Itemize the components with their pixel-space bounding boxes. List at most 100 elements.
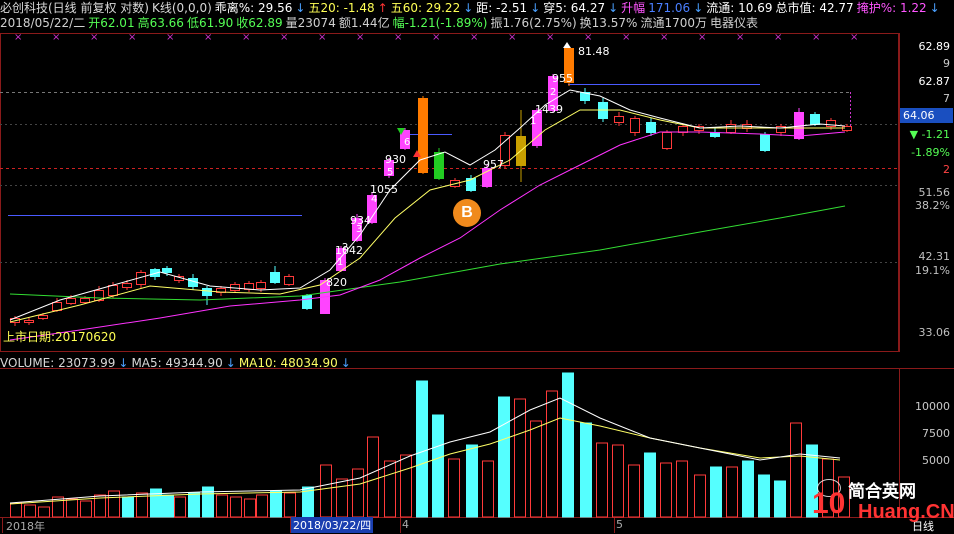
top-tick-mark: × (128, 32, 136, 43)
top-tick-mark: × (52, 32, 60, 43)
candle-body (108, 285, 118, 296)
volume-bar (384, 460, 396, 518)
indicator-item-18: ↓ (929, 1, 940, 15)
candle-body (776, 126, 786, 133)
candle-body (400, 130, 410, 149)
volume-bar (644, 452, 656, 518)
candle (548, 74, 558, 112)
top-tick-mark: × (356, 32, 364, 43)
volume-chart[interactable] (0, 368, 954, 518)
candle (678, 124, 688, 136)
indicator-item-17: 掩护%: 1.22 (856, 1, 927, 15)
candle (367, 192, 377, 224)
watermark-wechat-icon (817, 479, 841, 497)
volume-bar (758, 474, 770, 518)
top-tick-mark: × (774, 32, 782, 43)
volume-ma10-line (9, 417, 841, 505)
candle-body (564, 48, 574, 83)
date-axis-period[interactable]: 日线 (912, 520, 934, 533)
candle (794, 108, 804, 140)
volume-bar (24, 504, 36, 518)
price-axis-label-6: 2 (943, 163, 950, 176)
volume-bar (230, 496, 242, 518)
volume-bar (320, 464, 332, 518)
indicator-item-7: ↓ (463, 1, 474, 15)
top-tick-mark: × (660, 32, 668, 43)
candle (284, 274, 294, 286)
volume-bar (367, 436, 379, 518)
top-tick-mark: × (280, 32, 288, 43)
price-axis-label-1: 9 (943, 57, 950, 70)
date-axis (0, 518, 954, 533)
candlestick-chart[interactable]: × × × × × × × × × × × × × × × × × × × × × × ×12345612820104293… (0, 0, 954, 352)
candle-body (810, 114, 820, 125)
volume-bar (790, 422, 802, 518)
indicator-item-8: 距: -2.51 (476, 1, 528, 15)
volume-bar (174, 496, 186, 518)
volume-bar (94, 494, 106, 518)
volume-bar (188, 492, 200, 518)
candle-body (122, 283, 132, 288)
amount-label: 957 (483, 158, 504, 171)
ma20-line (9, 131, 846, 341)
quote-item-6: 额1.44亿 (338, 16, 390, 30)
volume-bar (10, 502, 22, 518)
candle-body (367, 195, 377, 223)
candle-body (548, 76, 558, 111)
candle (400, 128, 410, 150)
candle (760, 132, 770, 152)
amount-label: 930 (385, 153, 406, 166)
volume-bar (66, 498, 78, 518)
watermark-brand-site: Huang.CN (858, 501, 954, 523)
volume-bar (546, 390, 558, 518)
amount-label: 1042 (335, 244, 363, 257)
price-axis-label-3: 7 (943, 92, 950, 105)
top-tick-mark: × (14, 32, 22, 43)
candle-body (500, 135, 510, 166)
candle-body (418, 98, 428, 173)
volume-bar (80, 500, 92, 518)
volume-bar (448, 458, 460, 518)
peak-triangle-icon (563, 42, 571, 48)
candle-body (826, 120, 836, 127)
price-axis-label-9: 42.31 (918, 250, 951, 263)
candle-body (434, 152, 444, 179)
top-tick-mark: × (204, 32, 212, 43)
volume-bar (400, 454, 412, 518)
top-tick-mark: × (470, 32, 478, 43)
date-axis-selected[interactable]: 2018/03/22/四 (291, 517, 374, 533)
volume-bar (498, 396, 510, 518)
candle-body (466, 178, 476, 191)
volume-bar (580, 422, 592, 518)
candle (630, 116, 640, 136)
volume-bar (726, 466, 738, 518)
buy-marker[interactable]: B (453, 199, 481, 227)
amount-label: 934 (350, 214, 371, 227)
volume-bar (108, 490, 120, 518)
candle (466, 175, 476, 192)
volume-header-item-3: ↓ (225, 356, 236, 370)
watermark: 简合英网 10 Huang.CN (812, 477, 954, 527)
top-tick-mark: × (90, 32, 98, 43)
volume-bar (660, 462, 672, 518)
watermark-brand-num: 10 (812, 487, 846, 520)
volume-bar (336, 478, 348, 518)
candle-body (80, 298, 90, 303)
volume-bar (806, 444, 818, 518)
top-tick-mark: × (812, 32, 820, 43)
price-axis-label-11: 33.06 (918, 326, 951, 339)
volume-bar (202, 486, 214, 518)
day-count-label: 2 (342, 242, 348, 253)
volume-ma5-line (9, 397, 841, 504)
volume-header-item-2: MA5: 49344.90 (131, 356, 223, 370)
volume-bar (38, 506, 50, 518)
top-tick-mark: × (584, 32, 592, 43)
indicator-item-15: 流通: 10.69 (706, 1, 773, 15)
volume-header: VOLUME: 23073.99 ↓ MA5: 49344.90 ↓ MA10: 480… (0, 356, 354, 371)
date-axis-year: 2018年 (6, 520, 45, 533)
volume-bar (432, 414, 444, 518)
indicator-item-11: ↓ (608, 1, 619, 15)
top-tick-mark: × (166, 32, 174, 43)
volume-header-item-0: VOLUME: 23073.99 (0, 356, 116, 370)
candle (244, 281, 254, 292)
